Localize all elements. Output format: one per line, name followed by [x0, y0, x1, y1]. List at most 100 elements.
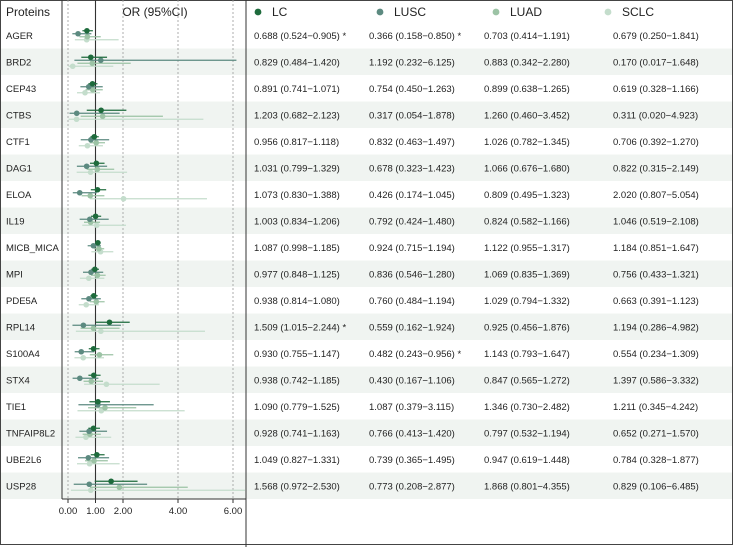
point-estimate-lc	[94, 451, 100, 458]
point-estimate-lusc	[77, 375, 83, 382]
point-estimate-lc	[94, 186, 101, 193]
point-estimate-lc	[95, 398, 101, 405]
point-estimate-lusc	[75, 30, 81, 37]
point-estimate-lc	[90, 292, 97, 299]
protein-label: AGER	[6, 31, 33, 42]
point-estimate-luad	[91, 457, 97, 464]
point-estimate-luad	[99, 113, 106, 120]
point-estimate-luad	[89, 86, 96, 93]
protein-label: RPL14	[6, 322, 35, 333]
or-ci-header: OR (95%CI)	[122, 5, 187, 19]
point-estimate-sclc	[69, 63, 76, 70]
point-estimate-lusc	[78, 348, 85, 355]
protein-label: UBE2L6	[6, 455, 41, 466]
or-ci-text-sclc: 0.829 (0.106−6.485)	[613, 481, 699, 492]
or-ci-text-lusc: 0.366 (0.158−0.850) *	[369, 31, 461, 42]
legend-marker-lc	[254, 8, 262, 16]
or-ci-text-sclc: 0.554 (0.234−1.309)	[613, 349, 699, 360]
point-estimate-luad	[93, 139, 100, 146]
point-estimate-sclc	[82, 89, 88, 96]
legend-label-luad: LUAD	[510, 5, 542, 19]
point-estimate-lusc	[97, 57, 104, 64]
or-ci-text-lusc: 0.739 (0.365−1.495)	[369, 455, 455, 466]
legend-marker-lusc	[376, 8, 384, 16]
or-ci-text-sclc: 1.046 (0.519−2.108)	[613, 216, 699, 227]
or-ci-text-sclc: 0.619 (0.328−1.166)	[613, 84, 699, 95]
or-ci-text-sclc: 2.020 (0.807−5.054)	[613, 190, 699, 201]
or-ci-text-sclc: 0.784 (0.328−1.877)	[613, 455, 699, 466]
point-estimate-luad	[93, 298, 100, 305]
point-estimate-lusc	[83, 163, 90, 170]
or-ci-text-lc: 1.090 (0.779−1.525)	[254, 402, 340, 413]
or-ci-text-lc: 0.891 (0.741−1.071)	[254, 84, 340, 95]
or-ci-text-lusc: 0.678 (0.323−1.423)	[369, 163, 455, 174]
point-estimate-lc	[89, 80, 96, 87]
or-ci-text-luad: 1.122 (0.955−1.317)	[484, 243, 570, 254]
point-estimate-lusc	[85, 454, 92, 461]
or-ci-text-sclc: 1.184 (0.851−1.647)	[613, 243, 699, 254]
or-ci-text-luad: 0.847 (0.565−1.272)	[484, 375, 570, 386]
point-estimate-lusc	[73, 110, 80, 117]
or-ci-text-luad: 0.703 (0.414−1.191)	[484, 31, 570, 42]
or-ci-text-luad: 1.069 (0.835−1.369)	[484, 269, 570, 280]
point-estimate-sclc	[84, 142, 91, 149]
point-estimate-lusc	[86, 216, 93, 223]
point-estimate-sclc	[103, 381, 110, 388]
point-estimate-luad	[116, 484, 123, 491]
point-estimate-lc	[90, 372, 97, 379]
point-estimate-sclc	[83, 301, 90, 308]
point-estimate-sclc	[87, 169, 94, 176]
point-estimate-luad	[88, 378, 95, 385]
protein-label: STX4	[6, 375, 30, 386]
point-estimate-lc	[92, 266, 98, 273]
or-ci-text-lusc: 0.760 (0.484−1.194)	[369, 296, 455, 307]
proteins-header: Proteins	[6, 5, 50, 19]
or-ci-text-lc: 0.956 (0.817−1.118)	[254, 137, 339, 148]
legend-label-sclc: SCLC	[622, 5, 654, 19]
or-ci-text-lc: 0.688 (0.524−0.905) *	[254, 31, 346, 42]
point-estimate-lusc	[85, 83, 92, 90]
x-tick-label: 2.00	[114, 506, 133, 517]
or-ci-text-sclc: 1.211 (0.345−4.242)	[613, 402, 698, 413]
or-ci-text-luad: 0.947 (0.619−1.448)	[484, 455, 570, 466]
or-ci-text-luad: 1.346 (0.730−2.482)	[484, 402, 570, 413]
or-ci-text-sclc: 0.679 (0.250−1.841)	[613, 31, 699, 42]
point-estimate-sclc	[85, 275, 92, 282]
point-estimate-sclc	[80, 354, 87, 361]
or-ci-text-lusc: 1.192 (0.232−6.125)	[369, 57, 455, 68]
point-estimate-luad	[89, 60, 96, 67]
point-estimate-luad	[84, 33, 91, 40]
protein-label: MICB_MICA	[6, 243, 59, 254]
point-estimate-luad	[102, 404, 108, 411]
point-estimate-lusc	[90, 242, 97, 249]
point-estimate-sclc	[86, 460, 93, 467]
or-ci-text-sclc: 1.194 (0.286−4.982)	[613, 322, 699, 333]
or-ci-text-lusc: 0.559 (0.162−1.924)	[369, 322, 455, 333]
point-estimate-lusc	[80, 322, 87, 329]
or-ci-text-lc: 1.203 (0.682−2.123)	[254, 110, 340, 121]
protein-label: DAG1	[6, 163, 32, 174]
point-estimate-lc	[90, 345, 97, 352]
or-ci-text-lc: 0.928 (0.741−1.163)	[254, 428, 340, 439]
or-ci-text-lc: 1.568 (0.972−2.530)	[254, 481, 340, 492]
or-ci-text-luad: 0.824 (0.582−1.166)	[484, 216, 570, 227]
protein-label: BRD2	[6, 57, 31, 68]
point-estimate-lc	[90, 425, 97, 432]
point-estimate-sclc	[73, 116, 80, 123]
point-estimate-lc	[108, 478, 114, 485]
or-ci-text-luad: 1.260 (0.460−3.452)	[484, 110, 570, 121]
or-ci-text-lusc: 0.317 (0.054−1.878)	[369, 110, 455, 121]
or-ci-text-sclc: 1.397 (0.586−3.332)	[613, 375, 699, 386]
point-estimate-lc	[92, 213, 99, 220]
x-tick-label: 0.00	[59, 506, 78, 517]
or-ci-text-luad: 1.143 (0.793−1.647)	[484, 349, 570, 360]
or-ci-text-luad: 0.809 (0.495−1.323)	[484, 190, 570, 201]
x-tick-label: 1.00	[86, 506, 105, 517]
point-estimate-luad	[96, 245, 102, 252]
point-estimate-luad	[90, 325, 97, 332]
protein-label: TIE1	[6, 402, 26, 413]
protein-label: S100A4	[6, 349, 40, 360]
or-ci-text-luad: 1.868 (0.801−4.355)	[484, 481, 570, 492]
or-ci-text-lc: 1.087 (0.998−1.185)	[254, 243, 340, 254]
